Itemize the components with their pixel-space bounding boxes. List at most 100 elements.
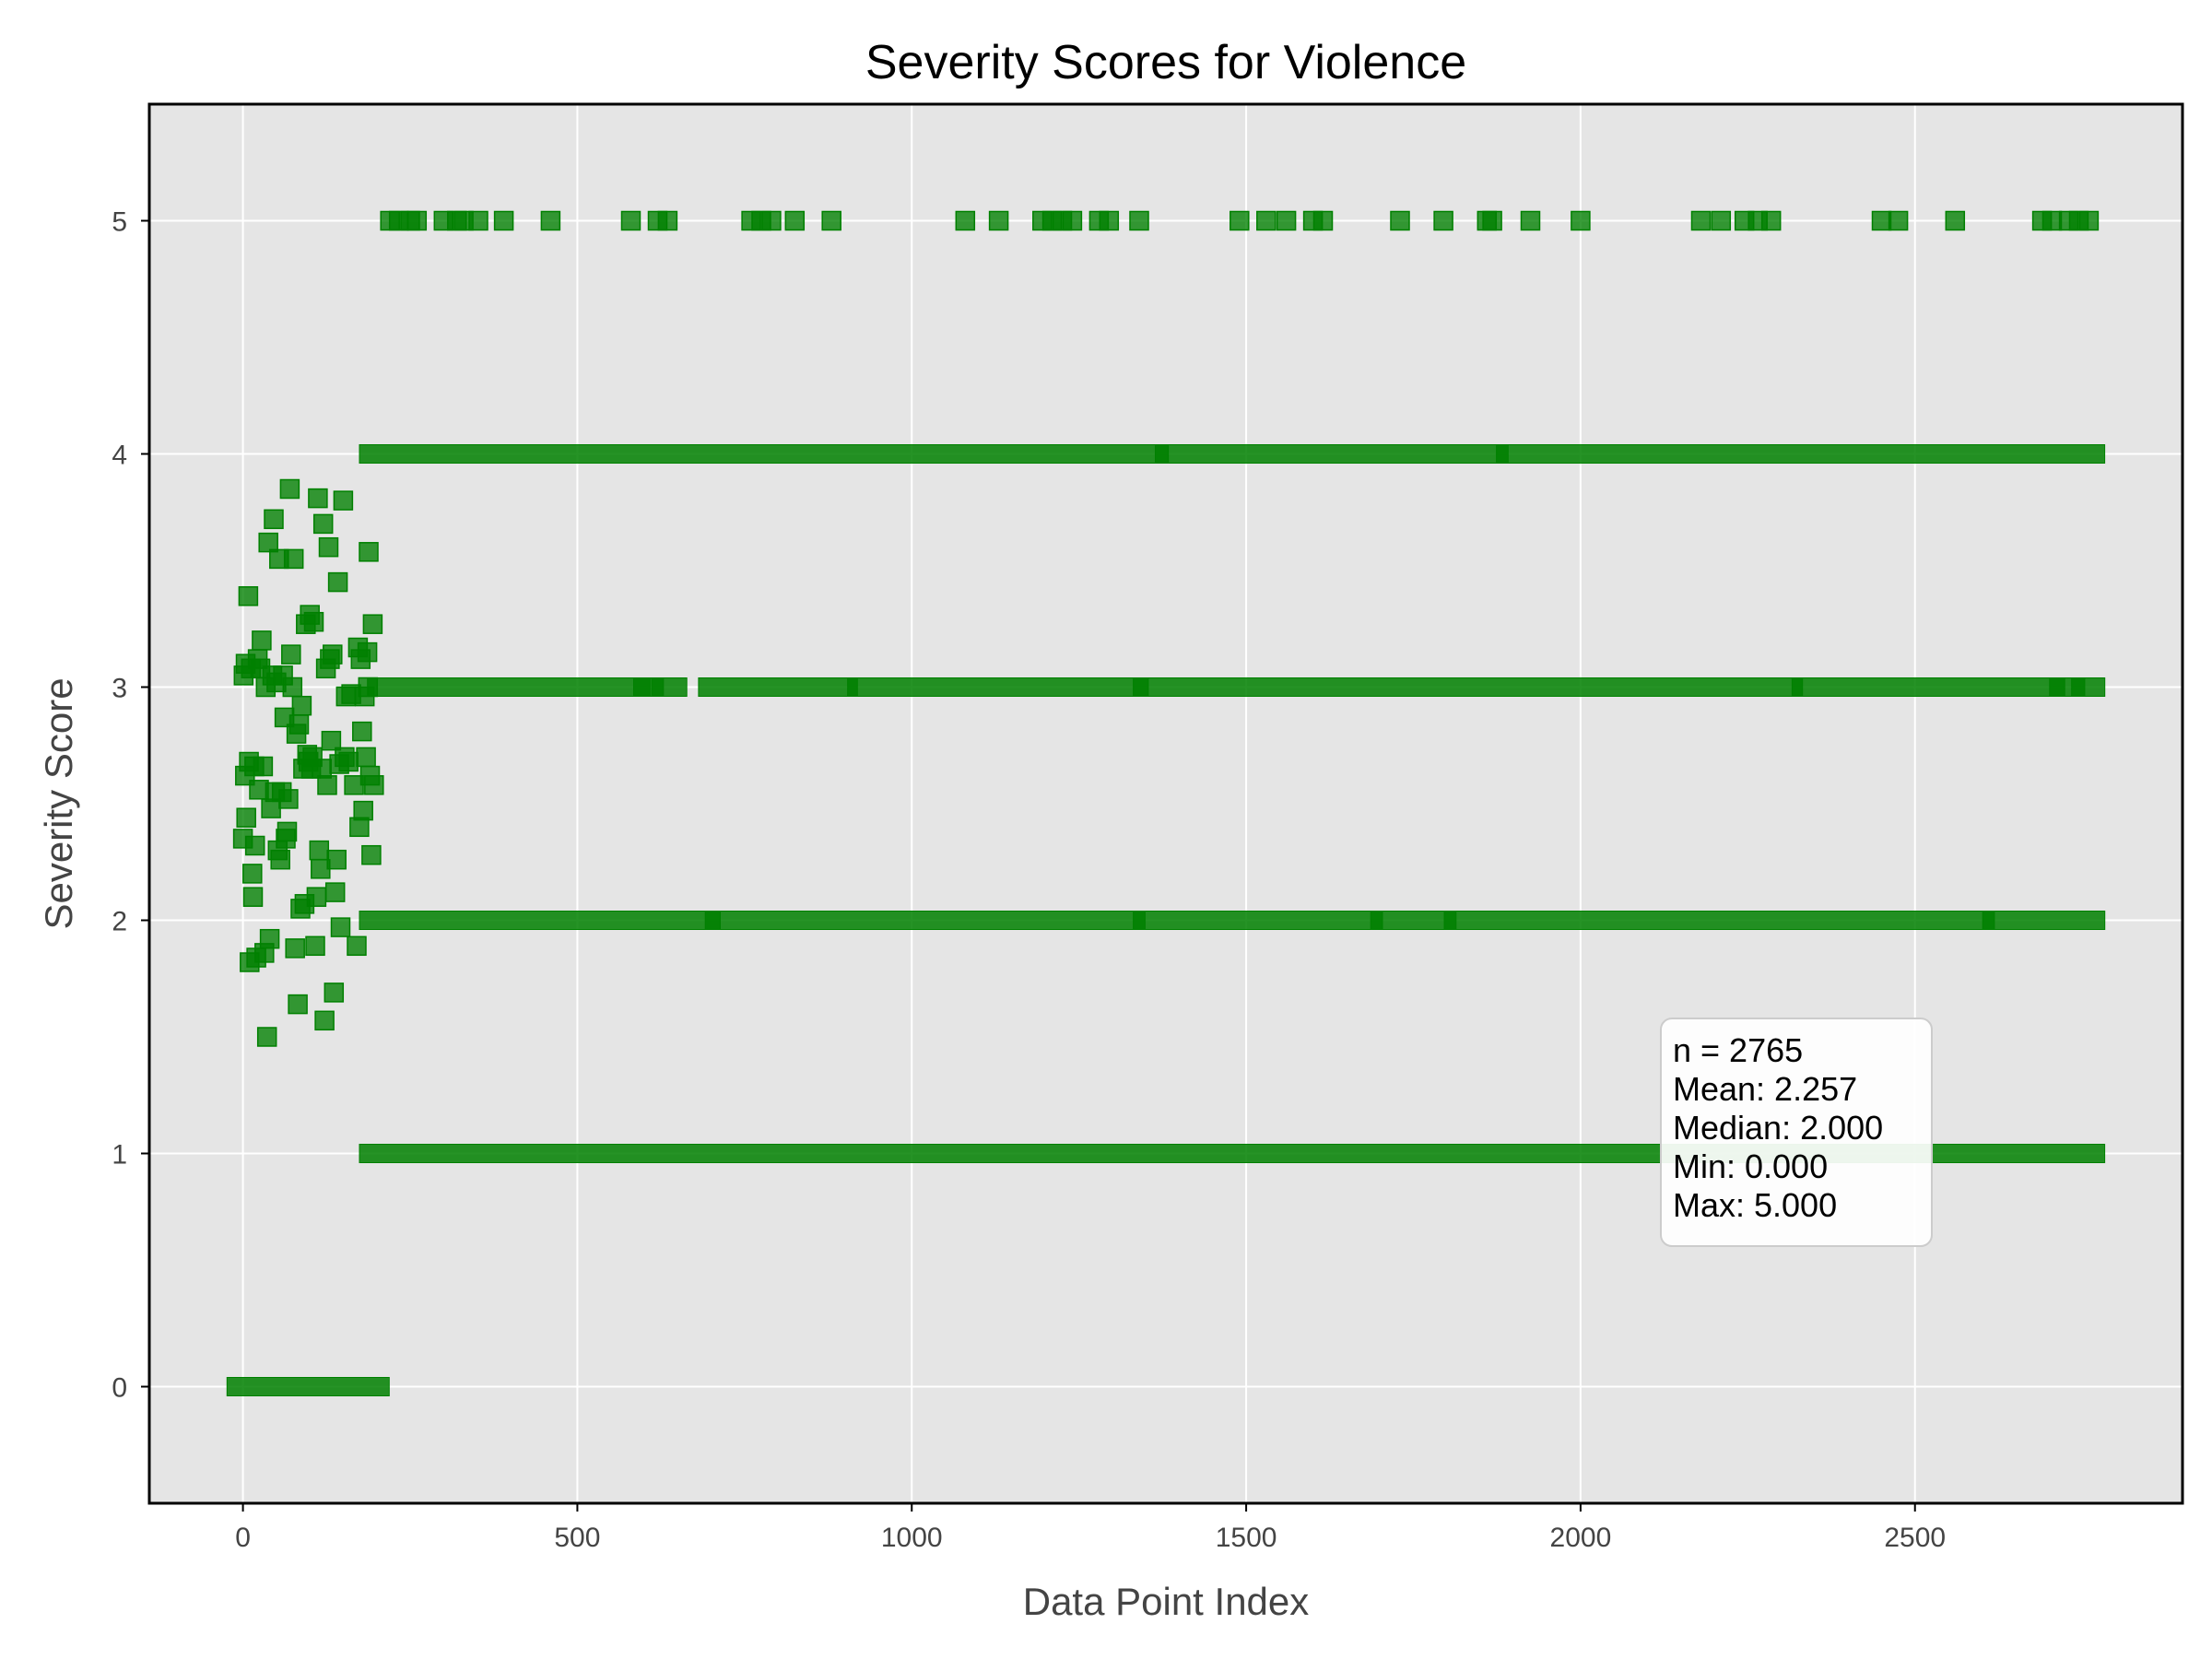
level-5-point (784, 210, 806, 231)
level-4-point-band (359, 444, 1170, 464)
x-tick-label: 2000 (1550, 1523, 1612, 1553)
data-point (347, 935, 367, 957)
data-point (253, 756, 274, 777)
x-tick-label: 1500 (1216, 1523, 1277, 1553)
data-point (305, 935, 325, 957)
level-5-point (493, 210, 514, 231)
level-4-point-band (1496, 444, 2106, 464)
data-point (358, 677, 379, 698)
data-point (308, 488, 328, 509)
x-axis-title: Data Point Index (1023, 1580, 1310, 1623)
level-5-point (406, 210, 428, 231)
data-point (288, 714, 310, 735)
y-axis-title: Severity Score (37, 677, 80, 929)
data-point (258, 532, 278, 553)
level-5-point (620, 210, 641, 231)
data-point (317, 775, 337, 795)
y-tick-label: 0 (112, 1373, 127, 1404)
x-tick-label: 500 (554, 1523, 600, 1553)
data-point (324, 982, 345, 1003)
data-point (338, 751, 359, 772)
level-2-point-band (1982, 911, 2106, 930)
data-point (309, 840, 330, 861)
data-point (252, 630, 272, 651)
level-5-point (1871, 210, 1892, 231)
level-5-point (1760, 210, 1782, 231)
data-point (259, 928, 280, 949)
level-5-point (1129, 210, 1149, 231)
level-3-point-band (651, 677, 688, 697)
axes: 0 500 1000 1500 2000 2500 0 1 2 3 4 5 (112, 207, 1946, 1554)
data-point (323, 644, 343, 665)
level-2-point-band (704, 911, 1146, 930)
level-5-point (821, 210, 841, 231)
chart-title: Severity Scores for Violence (865, 36, 1466, 89)
data-point (285, 938, 305, 959)
level-5-point (1888, 210, 1909, 231)
level-5-point (1433, 210, 1453, 231)
level-5-point (1390, 210, 1410, 231)
data-point (278, 789, 299, 809)
level-5-point (1690, 210, 1712, 231)
stats-mean: Mean: 2.257 (1673, 1070, 1857, 1108)
data-point (364, 775, 384, 795)
y-tick-label: 5 (112, 207, 127, 238)
level-5-point (1230, 210, 1250, 231)
level-5-point (2078, 210, 2100, 231)
stats-median: Median: 2.000 (1673, 1109, 1883, 1147)
data-point (306, 887, 327, 907)
data-point (361, 844, 382, 865)
data-point (359, 542, 379, 562)
data-point (353, 800, 373, 821)
plot-frame (147, 102, 2184, 1505)
level-2-point-band (1370, 911, 1457, 930)
level-2-point-band (1443, 911, 1995, 930)
data-point (282, 677, 303, 698)
stats-max: Max: 5.000 (1673, 1186, 1837, 1224)
data-point (288, 994, 308, 1015)
y-tick-label: 1 (112, 1140, 127, 1171)
data-point (244, 835, 265, 856)
stats-box-frame (1660, 1018, 1933, 1247)
data-point (238, 586, 259, 606)
level-3-point-band (1133, 677, 1804, 697)
level-5-point (1312, 210, 1334, 231)
data-points (226, 210, 2106, 1396)
data-point (318, 536, 339, 558)
data-point (264, 509, 284, 530)
x-tick-label: 0 (235, 1523, 251, 1553)
data-point (352, 721, 372, 742)
level-5-point (2041, 210, 2063, 231)
level-5-point (1482, 210, 1502, 231)
stats-n: n = 2765 (1673, 1031, 1803, 1069)
level-5-point (1945, 210, 1966, 231)
level-5-point (955, 210, 976, 231)
data-point (327, 571, 348, 593)
level-2-point-band (359, 911, 721, 930)
level-5-point (1276, 210, 1297, 231)
level-5-point (1256, 210, 1277, 231)
level-5-point (988, 210, 1009, 231)
level-2-point-band (1133, 911, 1383, 930)
data-point (281, 644, 301, 665)
level-5-point (540, 210, 561, 231)
level-5-point (1062, 210, 1083, 231)
data-point (326, 849, 347, 870)
data-point (256, 1027, 277, 1047)
level-3-point-band (367, 677, 651, 697)
level-5-point (1099, 210, 1120, 231)
data-point (270, 849, 290, 870)
level-5-point (1520, 210, 1541, 231)
level-3-point-band (1791, 677, 2065, 697)
level-3-point-band (698, 677, 858, 697)
data-point (312, 513, 334, 535)
level-5-point (468, 210, 488, 231)
data-point (291, 695, 312, 716)
data-point (242, 864, 263, 884)
level-5-point (1711, 210, 1732, 231)
data-point (283, 548, 304, 570)
data-point (276, 821, 298, 842)
level-5-point (761, 210, 782, 231)
data-point (356, 747, 376, 768)
data-point (312, 759, 332, 779)
